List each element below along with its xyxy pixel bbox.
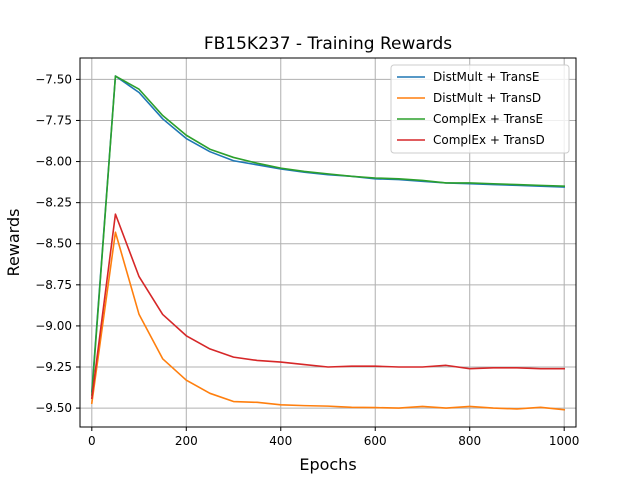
chart-title: FB15K237 - Training Rewards	[204, 34, 452, 54]
y-tick-label: −8.25	[35, 196, 72, 210]
x-tick-label: 1000	[549, 434, 580, 448]
y-tick-label: −9.00	[35, 319, 72, 333]
y-tick-label: −9.25	[35, 360, 72, 374]
x-axis-label: Epochs	[299, 455, 356, 474]
axis-ticks: 0 200 400 600 800 1000 −7.50 −7.75 −8.00 −8.25 −8.…	[35, 72, 579, 448]
x-tick-label: 600	[364, 434, 387, 448]
legend-entry-label: DistMult + TransE	[433, 70, 540, 84]
series-line-1	[90, 75, 566, 393]
series-line-3	[90, 75, 566, 396]
x-tick-label: 200	[175, 434, 198, 448]
y-tick-label: −8.75	[35, 278, 72, 292]
legend-entry-label: ComplEx + TransD	[433, 133, 545, 147]
legend-entry-label: DistMult + TransD	[433, 91, 541, 105]
y-tick-label: −8.00	[35, 155, 72, 169]
y-tick-label: −7.50	[35, 72, 72, 86]
y-tick-label: −9.50	[35, 401, 72, 415]
plot-area-frame	[79, 57, 577, 428]
series-line-4	[90, 213, 565, 400]
x-tick-label: 0	[88, 434, 96, 448]
y-axis-label: Rewards	[4, 209, 23, 277]
y-tick-label: −8.50	[35, 237, 72, 251]
y-tick-label: −7.75	[35, 113, 72, 127]
series-lines	[90, 75, 566, 411]
legend-box	[390, 64, 570, 154]
legend: DistMult + TransE DistMult + TransD ComplE…	[390, 64, 570, 154]
legend-entry-label: ComplEx + TransE	[433, 112, 543, 126]
x-tick-label: 800	[458, 434, 481, 448]
series-line-2	[90, 231, 566, 411]
x-tick-label: 400	[269, 434, 292, 448]
